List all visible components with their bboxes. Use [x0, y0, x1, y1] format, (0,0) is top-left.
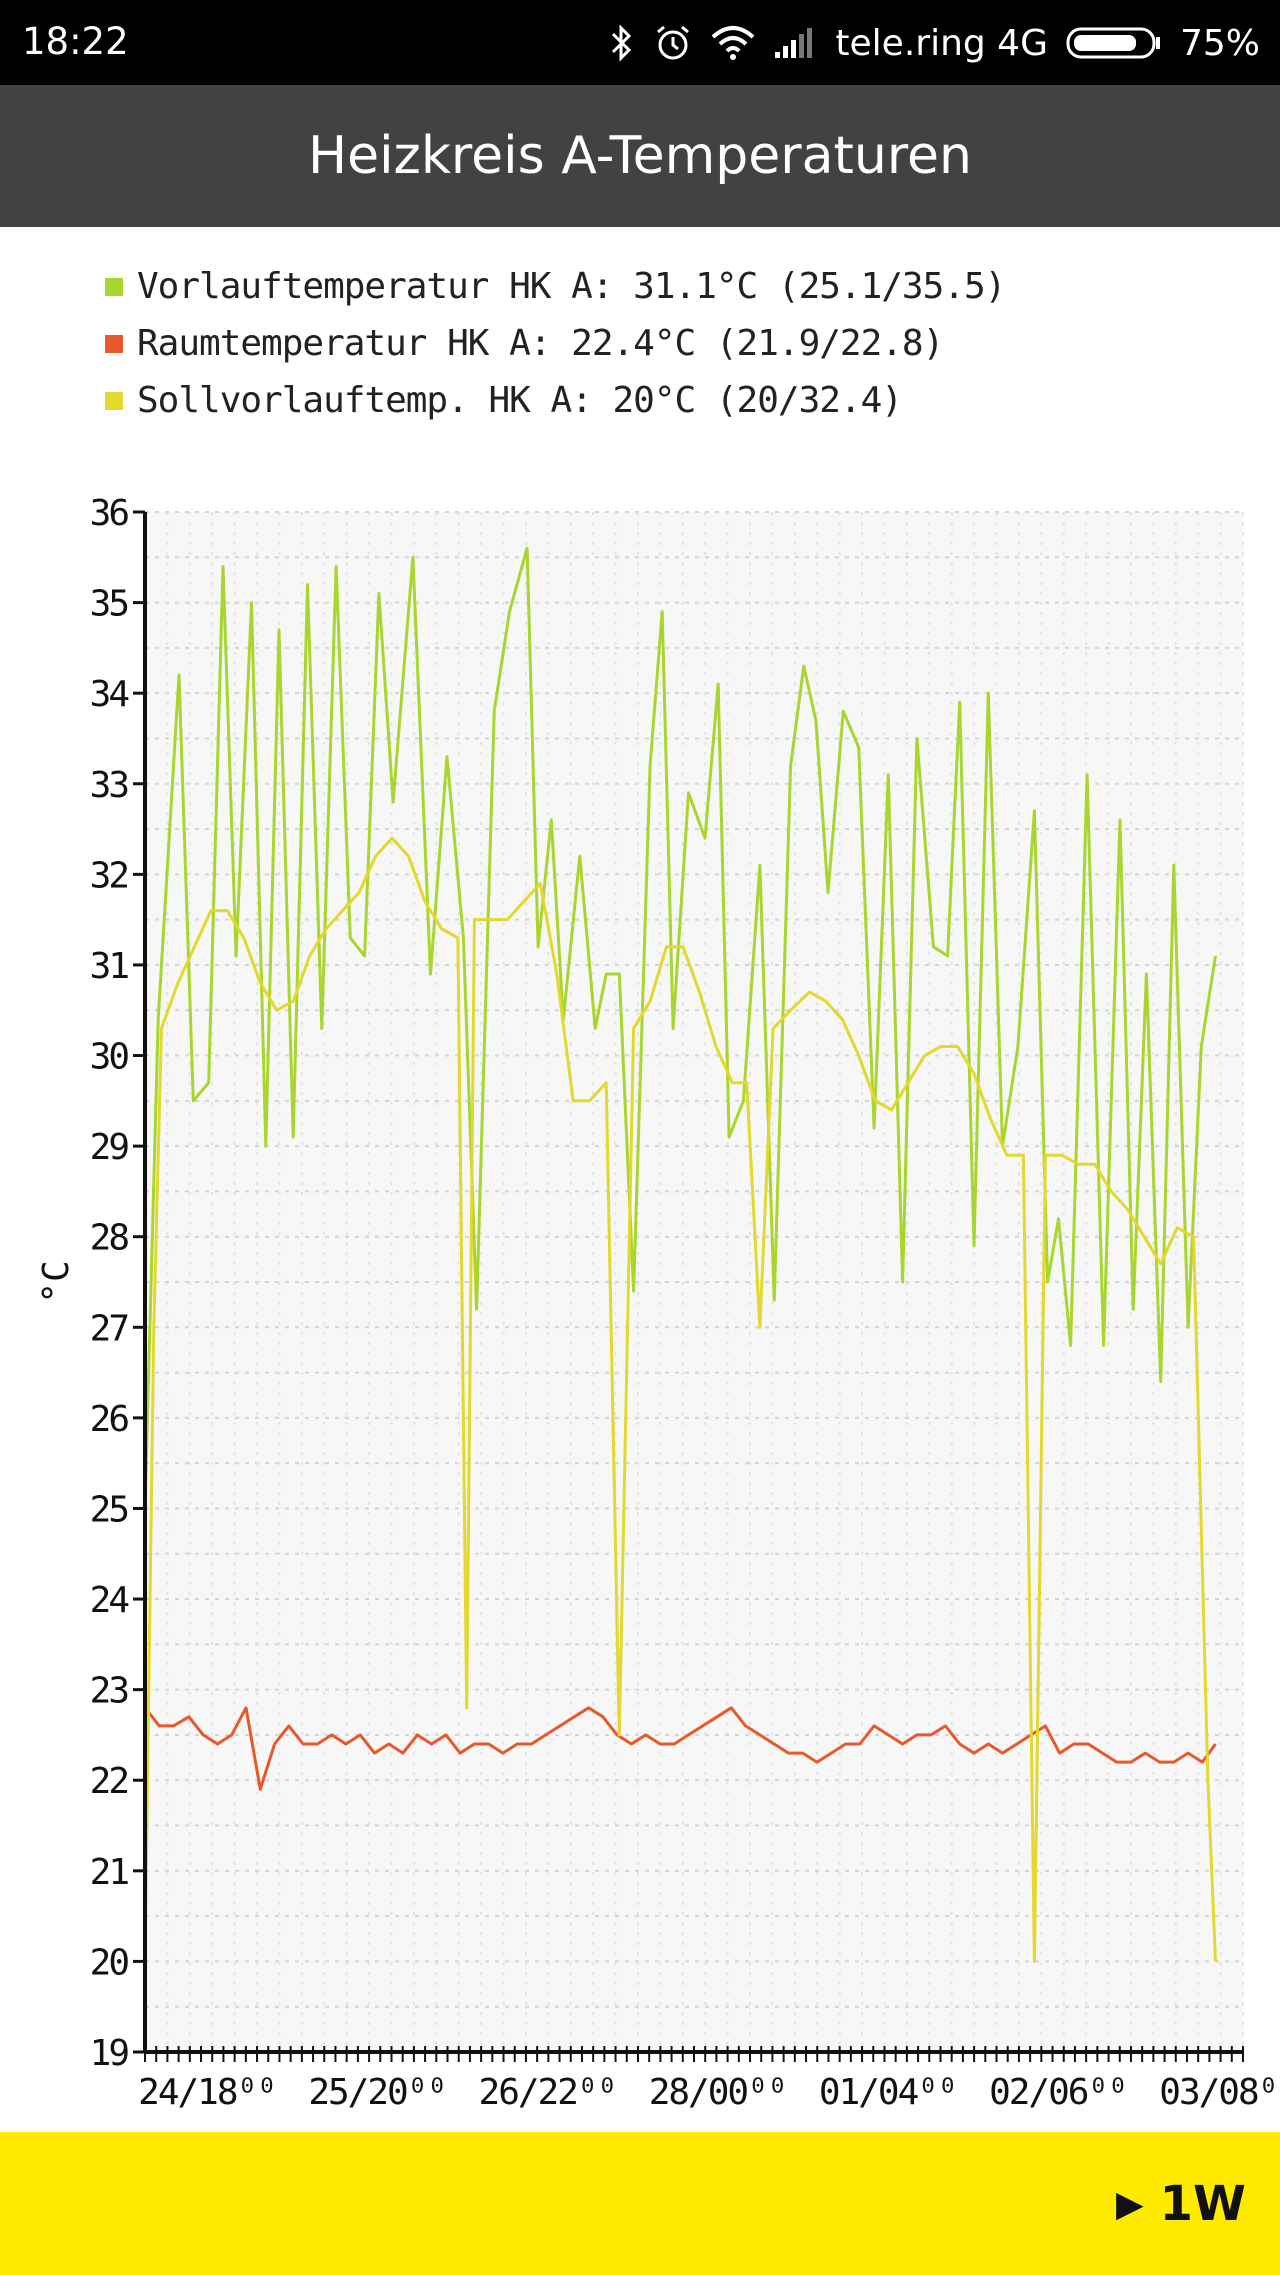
y-tick-label: 29 — [90, 1127, 129, 1168]
x-tick-label: 24/18⁰⁰ — [138, 2072, 276, 2113]
status-bar: 18:22 tele.ring 4G 75% — [0, 0, 1280, 85]
page-title: Heizkreis A-Temperaturen — [307, 126, 972, 186]
wifi-icon — [711, 25, 755, 61]
y-tick-label: 35 — [90, 584, 128, 625]
battery-percentage: 75% — [1179, 22, 1260, 64]
y-tick-label: 23 — [90, 1671, 128, 1712]
y-tick-label: 27 — [90, 1308, 128, 1349]
legend-item-vorlauf: Vorlauftemperatur HK A: 31.1°C (25.1/35.… — [105, 258, 1006, 315]
legend-item-soll: Sollvorlauftemp. HK A: 20°C (20/32.4) — [105, 372, 1005, 429]
y-tick-label: 24 — [90, 1580, 129, 1621]
y-tick-label: 33 — [90, 765, 128, 806]
legend-item-raum: Raumtemperatur HK A: 22.4°C (21.9/22.8) — [105, 315, 1005, 372]
x-tick-label: 25/20⁰⁰ — [308, 2072, 446, 2113]
y-tick-label: 26 — [90, 1399, 129, 1440]
bottom-bar: ▶ 1W — [0, 2132, 1280, 2275]
y-tick-label: 30 — [90, 1037, 129, 1078]
battery-icon — [1066, 26, 1162, 60]
x-tick-label: 03/08⁰⁰ — [1159, 2072, 1280, 2113]
alarm-icon — [653, 23, 693, 63]
status-icons: tele.ring 4G 75% — [609, 12, 1260, 74]
axis-layer: 19 20 21 22 23 24 25 26 27 28 29 30 31 32 33 34 35 36 24/1… — [90, 493, 1280, 2113]
y-tick-label: 22 — [90, 1761, 128, 1802]
play-icon: ▶ — [1115, 2183, 1144, 2225]
y-tick-label: 36 — [90, 493, 129, 534]
y-tick-label: 32 — [90, 855, 128, 896]
y-tick-label: 34 — [90, 674, 129, 715]
time-range-button[interactable]: ▶ 1W — [1116, 2176, 1246, 2232]
x-tick-label: 02/06⁰⁰ — [989, 2072, 1127, 2113]
x-tick-label: 01/04⁰⁰ — [819, 2072, 957, 2113]
status-time: 18:22 — [22, 20, 129, 63]
y-tick-label: 28 — [90, 1218, 129, 1259]
legend-label: Vorlauftemperatur HK A: 31.1°C (25.1/35.… — [137, 266, 1006, 307]
y-tick-label: 25 — [90, 1489, 128, 1530]
legend-label: Raumtemperatur HK A: 22.4°C (21.9/22.8) — [137, 323, 944, 364]
title-bar: Heizkreis A-Temperaturen — [0, 85, 1280, 227]
y-tick-label: 20 — [90, 1942, 129, 1983]
temperature-chart: 19 20 21 22 23 24 25 26 27 28 29 30 31 32 33 34 35 36 24/1… — [36, 493, 1280, 2113]
chart-legend: Vorlauftemperatur HK A: 31.1°C (25.1/35.… — [105, 258, 1006, 429]
y-tick-label: 19 — [90, 2033, 129, 2074]
signal-icon — [773, 26, 817, 60]
y-axis-label: °C — [36, 1260, 77, 1303]
carrier-label: tele.ring 4G — [835, 22, 1048, 64]
y-tick-label: 31 — [90, 946, 129, 987]
legend-swatch — [105, 334, 123, 353]
x-tick-label: 28/00⁰⁰ — [649, 2072, 787, 2113]
series-line-1 — [143, 546, 1217, 1509]
x-tick-label: 26/22⁰⁰ — [479, 2072, 617, 2113]
bluetooth-icon — [609, 23, 635, 63]
legend-swatch — [105, 277, 123, 296]
time-range-label: 1W — [1159, 2176, 1246, 2232]
series-layer — [143, 546, 1217, 1963]
legend-swatch — [105, 391, 123, 410]
series-line-3 — [143, 836, 1217, 1963]
y-tick-label: 21 — [90, 1852, 129, 1893]
legend-label: Sollvorlauftemp. HK A: 20°C (20/32.4) — [137, 380, 903, 421]
